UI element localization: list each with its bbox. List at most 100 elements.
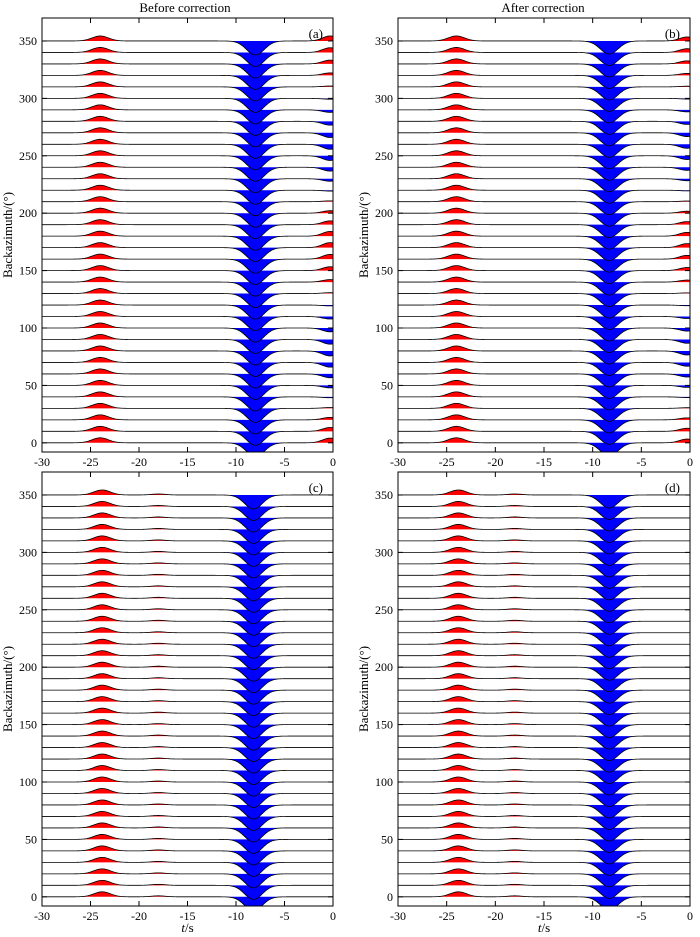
trace-line: [42, 391, 333, 412]
trace-line: [398, 524, 690, 543]
trace-line: [398, 696, 690, 716]
trace-negative-fill: [398, 713, 690, 727]
trace-line: [398, 173, 690, 193]
y-tick-label: 200: [375, 206, 393, 220]
trace-negative-fill: [398, 350, 690, 364]
trace-positive-fill: [42, 426, 333, 432]
y-axis-label: Backazimuth/(°): [0, 192, 15, 278]
trace-negative-fill: [398, 862, 690, 876]
trace-line: [42, 414, 333, 435]
trace-negative-fill: [398, 155, 690, 169]
y-tick-label: 300: [19, 91, 37, 105]
y-tick-label: 0: [387, 890, 393, 904]
trace-line: [42, 811, 333, 831]
trace-negative-fill: [398, 655, 690, 669]
trace-negative-fill: [42, 598, 333, 613]
traces-group: [398, 35, 690, 452]
y-tick-label: 250: [19, 149, 37, 163]
trace-negative-fill: [42, 247, 333, 262]
trace-negative-fill: [42, 655, 333, 670]
trace-positive-fill: [42, 231, 333, 237]
trace-line: [398, 512, 690, 532]
x-axis-label: t/s: [538, 920, 550, 932]
trace-line: [42, 707, 333, 728]
trace-positive-fill: [42, 323, 333, 328]
y-tick-label: 100: [19, 321, 37, 335]
trace-negative-fill: [398, 667, 690, 681]
trace-negative-fill: [398, 270, 690, 284]
trace-negative-fill: [398, 678, 690, 692]
trace-negative-fill: [42, 350, 333, 365]
x-axis-label: t/s: [181, 920, 193, 932]
trace-line: [398, 402, 690, 422]
trace-negative-fill: [398, 529, 690, 543]
y-tick-label: 350: [375, 34, 393, 48]
column-title-before: Before correction: [139, 0, 231, 15]
trace-line: [42, 299, 333, 320]
trace-negative-fill: [398, 759, 690, 773]
trace-negative-fill: [398, 52, 690, 66]
y-tick-label: 350: [19, 34, 37, 48]
trace-negative-fill: [398, 132, 690, 146]
trace-positive-fill: [42, 277, 333, 283]
y-tick-label: 200: [19, 206, 37, 220]
trace-negative-fill: [398, 724, 690, 738]
trace-line: [42, 368, 333, 389]
trace-negative-fill: [398, 552, 690, 566]
trace-line: [42, 684, 333, 705]
trace-negative-fill: [398, 178, 690, 192]
trace-line: [398, 788, 690, 807]
trace-negative-fill: [42, 396, 333, 411]
trace-line: [398, 437, 690, 452]
trace-negative-fill: [398, 431, 690, 445]
trace-line: [398, 299, 690, 319]
trace-negative-fill: [42, 575, 333, 590]
trace-positive-fill: [398, 380, 690, 386]
trace-negative-fill: [398, 328, 690, 341]
trace-line: [398, 207, 690, 227]
trace-line: [42, 615, 333, 636]
trace-positive-fill: [398, 231, 690, 237]
trace-negative-fill: [42, 385, 333, 400]
trace-negative-fill: [398, 873, 690, 887]
trace-line: [42, 276, 333, 297]
x-tick-label: -25: [83, 455, 99, 469]
trace-negative-fill: [42, 839, 333, 854]
trace-positive-fill: [398, 47, 690, 53]
trace-negative-fill: [398, 747, 690, 761]
trace-positive-fill: [398, 81, 690, 87]
trace-negative-fill: [42, 827, 333, 842]
trace-positive-fill: [42, 391, 333, 397]
trace-negative-fill: [42, 293, 333, 308]
trace-line: [398, 891, 690, 906]
trace-line: [42, 58, 333, 79]
trace-negative-fill: [398, 609, 690, 623]
trace-positive-fill: [42, 265, 333, 271]
x-tick-label: -30: [34, 909, 50, 923]
trace-line: [398, 604, 690, 624]
trace-negative-fill: [398, 839, 690, 853]
trace-negative-fill: [42, 408, 333, 423]
trace-negative-fill: [42, 86, 333, 101]
trace-line: [42, 288, 333, 308]
trace-positive-fill: [42, 139, 333, 145]
trace-line: [42, 230, 333, 251]
trace-positive-fill: [398, 334, 690, 340]
panel-label: (a): [309, 26, 323, 41]
trace-positive-fill: [42, 47, 333, 53]
trace-line: [398, 150, 690, 170]
trace-positive-fill: [398, 403, 690, 409]
x-tick-label: -15: [536, 909, 552, 923]
trace-line: [398, 592, 690, 612]
trace-negative-fill: [42, 759, 333, 774]
trace-negative-fill: [42, 563, 333, 578]
trace-negative-fill: [398, 316, 690, 330]
trace-line: [42, 253, 333, 274]
trace-line: [42, 219, 333, 240]
y-tick-label: 350: [375, 488, 393, 502]
trace-positive-fill: [398, 35, 690, 41]
y-tick-label: 0: [31, 436, 37, 450]
x-tick-label: -25: [83, 909, 99, 923]
x-tick-label: -5: [280, 455, 290, 469]
trace-line: [398, 845, 690, 865]
